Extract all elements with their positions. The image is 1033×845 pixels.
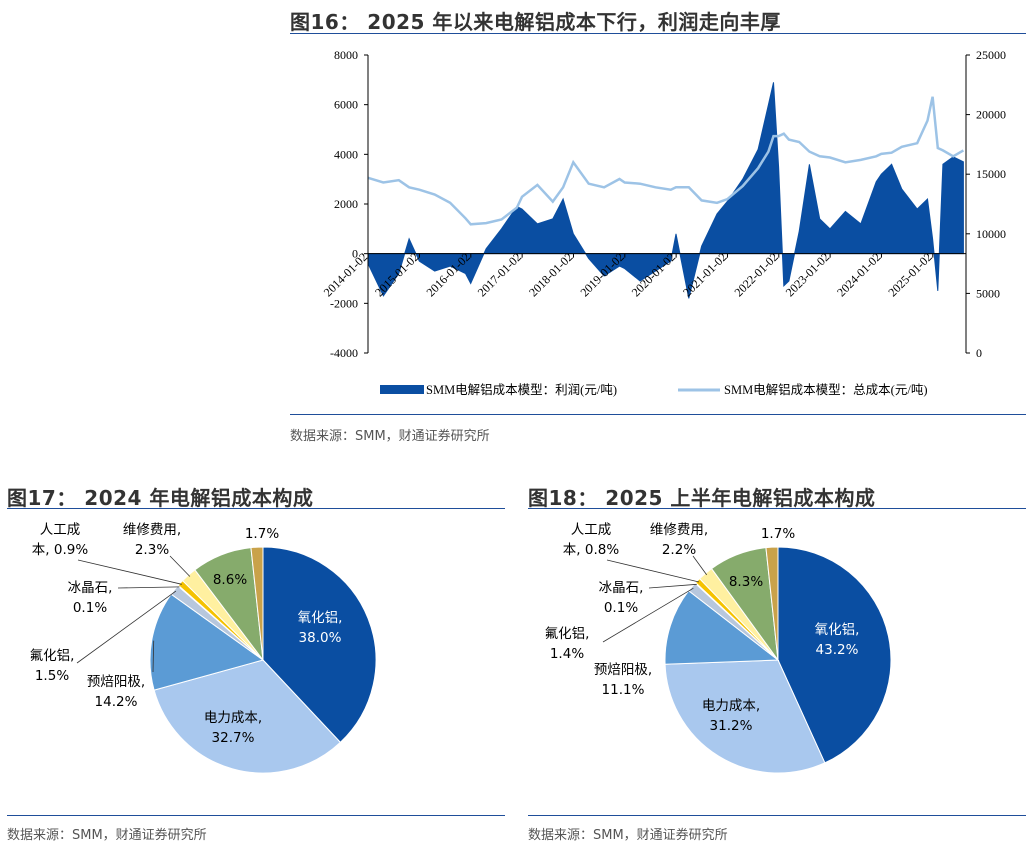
fig18-source: 数据来源：SMM，财通证券研究所 [528, 828, 728, 843]
slice-label: 32.7% [212, 730, 255, 746]
fig18-title-rule [528, 508, 1026, 509]
slice-label: 预焙阳极, [594, 662, 652, 678]
slice-label: 人工成 [571, 522, 612, 538]
x-tick-label: 2025-01-02 [885, 250, 934, 299]
right-tick-label: 5000 [976, 286, 1000, 300]
left-tick-label: 2000 [334, 197, 358, 211]
slice-label: 8.3% [729, 574, 763, 590]
right-tick-label: 20000 [976, 108, 1006, 122]
left-tick-label: 0 [352, 247, 358, 261]
left-tick-label: -4000 [330, 346, 358, 360]
slice-label: 1.4% [550, 646, 584, 662]
leader-line [76, 590, 177, 664]
slice-label: 电力成本, [702, 698, 760, 714]
fig16-source: 数据来源：SMM，财通证券研究所 [290, 429, 490, 444]
slice-label: 0.1% [73, 600, 107, 616]
right-tick-label: 25000 [976, 48, 1006, 62]
fig17-title: 图17： 2024 年电解铝成本构成 [7, 486, 314, 510]
pie-slice [664, 659, 826, 774]
profit-area [367, 82, 964, 299]
leader-line [152, 640, 155, 673]
pie-chart-2025h1: 氧化铝, 43.2% 电力成本, 31.2% 预焙阳极, 11.1% 氟化铝, 1.4% 冰晶石… [545, 522, 892, 774]
x-tick-label: 2024-01-02 [834, 250, 883, 299]
slice-label: 本, 0.9% [32, 542, 89, 558]
slice-label: 38.0% [299, 630, 342, 646]
leader-line [602, 587, 694, 643]
legend-label-profit: SMM电解铝成本模型：利润(元/吨) [426, 382, 617, 397]
right-tick-label: 15000 [976, 167, 1006, 181]
slice-label: 43.2% [816, 642, 859, 658]
fig17-bottom-rule [7, 815, 505, 816]
pie-slice [777, 546, 892, 764]
pie-slice [149, 593, 265, 691]
fig18-bottom-rule [528, 815, 1026, 816]
fig18-title: 图18： 2025 上半年电解铝成本构成 [528, 486, 876, 510]
slice-label: 氟化铝, [30, 648, 75, 664]
leader-line [117, 586, 180, 589]
x-tick-label: 2014-01-02 [321, 250, 370, 299]
left-tick-label: 4000 [334, 147, 358, 161]
slice-label: 14.2% [95, 694, 138, 710]
leader-line [648, 583, 697, 589]
x-tick-label: 2022-01-02 [731, 250, 780, 299]
leader-line [169, 555, 191, 577]
line-area-chart: 80006000400020000-2000-40002500020000150… [321, 48, 1006, 397]
leader-line [606, 559, 700, 583]
slice-label: 冰晶石, [68, 580, 113, 596]
right-tick-label: 0 [976, 346, 982, 360]
left-tick-label: 6000 [334, 98, 358, 112]
pie-slice [262, 546, 377, 744]
leader-line [77, 559, 182, 585]
pie-chart-2024: 氧化铝, 38.0% 电力成本, 32.7% 预焙阳极, 14.2% 氟化铝, 1.5% 冰晶石… [30, 522, 377, 774]
fig16-title: 图16： 2025 年以来电解铝成本下行，利润走向丰厚 [290, 10, 781, 34]
slice-label: 氧化铝, [298, 610, 343, 626]
slice-label: 2.3% [135, 542, 169, 558]
cost-line [367, 96, 965, 226]
left-tick-label: 8000 [334, 48, 358, 62]
slice-label: 8.6% [213, 572, 247, 588]
slice-label: 31.2% [710, 718, 753, 734]
fig16-title-rule [290, 33, 1026, 34]
slice-label: 预焙阳极, [87, 674, 145, 690]
slice-label: 维修费用, [650, 522, 708, 538]
right-tick-label: 10000 [976, 227, 1006, 241]
left-tick-label: -2000 [330, 296, 358, 310]
slice-label: 冰晶石, [599, 580, 644, 596]
slice-label: 电力成本, [204, 710, 262, 726]
pie-slice [250, 546, 264, 661]
x-tick-label: 2018-01-02 [526, 250, 575, 299]
slice-label: 2.2% [662, 542, 696, 558]
slice-label: 1.5% [35, 668, 69, 684]
slice-label: 0.1% [604, 600, 638, 616]
slice-label: 维修费用, [123, 522, 181, 538]
slice-label: 本, 0.8% [563, 542, 620, 558]
pie-slice [153, 659, 342, 774]
slice-label: 人工成 [40, 522, 81, 538]
pie-slice [765, 546, 779, 661]
slice-label: 11.1% [602, 682, 645, 698]
slice-label: 氟化铝, [545, 626, 590, 642]
fig17-title-rule [7, 508, 505, 509]
legend-label-cost: SMM电解铝成本模型：总成本(元/吨) [724, 382, 927, 397]
slice-label: 1.7% [245, 526, 279, 542]
leader-line [692, 555, 708, 576]
fig16-bottom-rule [290, 414, 1026, 415]
slice-label: 1.7% [761, 526, 795, 542]
slice-label: 氧化铝, [815, 622, 860, 638]
legend-swatch-profit [380, 385, 424, 394]
fig17-source: 数据来源：SMM，财通证券研究所 [7, 828, 207, 843]
